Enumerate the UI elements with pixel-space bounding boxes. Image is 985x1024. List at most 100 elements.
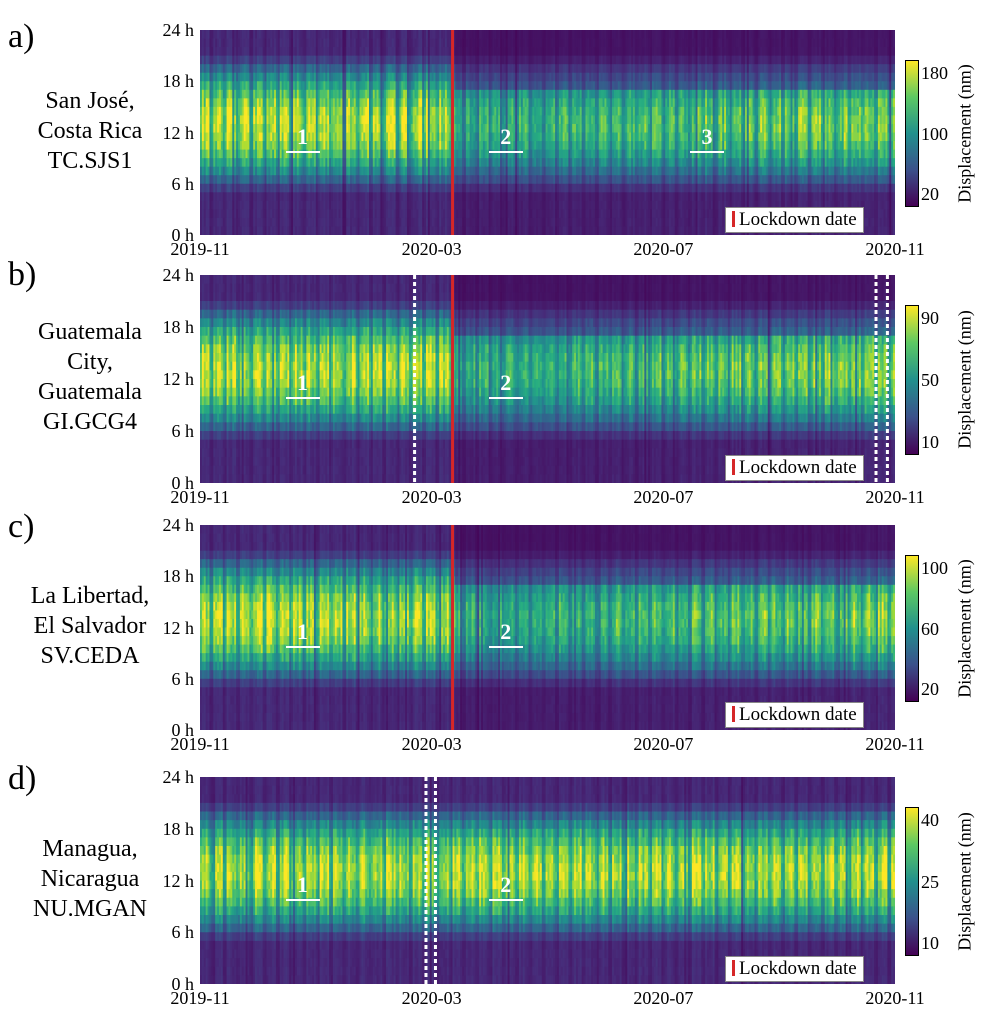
heatmap-cell: [572, 81, 575, 91]
heatmap-cell: [211, 175, 214, 185]
heatmap-cell: [359, 141, 362, 150]
heatmap-cell: [215, 209, 218, 219]
heatmap-cell: [245, 38, 248, 48]
heatmap-cell: [386, 217, 389, 227]
heatmap-cell: [319, 81, 322, 91]
heatmap-cell: [296, 47, 300, 57]
heatmap-cell: [481, 183, 484, 193]
heatmap-cell: [279, 55, 283, 65]
heatmap-cell: [226, 158, 229, 168]
heatmap-cell: [313, 81, 317, 91]
heatmap-cell: [283, 89, 286, 99]
heatmap-cell: [264, 200, 267, 210]
heatmap-cell: [370, 200, 374, 210]
heatmap-cell: [355, 38, 359, 48]
heatmap-cell: [587, 81, 590, 91]
heatmap-cell: [378, 81, 381, 91]
heatmap-cell: [361, 72, 364, 82]
heatmap-cell: [241, 115, 245, 125]
heatmap-cell: [323, 64, 326, 74]
heatmap-cell: [296, 123, 300, 133]
heatmap-cell: [323, 149, 326, 159]
heatmap-cell: [274, 81, 277, 91]
heatmap-cell: [294, 106, 298, 116]
heatmap-cell: [378, 149, 381, 159]
heatmap-cell: [243, 166, 246, 176]
heatmap-cell: [410, 115, 414, 125]
heatmap-cell: [558, 38, 562, 48]
heatmap-cell: [370, 217, 374, 227]
heatmap-cell: [310, 166, 313, 176]
heatmap-cell: [511, 81, 514, 91]
heatmap-cell: [456, 226, 459, 235]
heatmap-cell: [331, 106, 334, 116]
heatmap-cell: [308, 72, 311, 82]
heatmap-cell: [239, 89, 243, 99]
heatmap-cell: [498, 209, 501, 219]
heatmap-cell: [264, 217, 267, 227]
heatmap-cell: [422, 183, 425, 193]
heatmap-cell: [353, 217, 357, 227]
heatmap-cell: [475, 106, 478, 116]
heatmap-cell: [517, 226, 520, 235]
heatmap-cell: [281, 132, 284, 142]
heatmap-cell: [386, 81, 389, 91]
heatmap-cell: [494, 47, 497, 57]
heatmap-cell: [325, 64, 328, 74]
heatmap-cell: [249, 192, 252, 202]
heatmap-cell: [312, 226, 315, 235]
heatmap-cell: [258, 183, 262, 193]
heatmap-cell: [494, 217, 497, 227]
heatmap-cell: [389, 81, 393, 91]
heatmap-cell: [359, 72, 362, 82]
heatmap-cell: [420, 64, 423, 74]
heatmap-cell: [496, 81, 499, 91]
heatmap-cell: [363, 89, 366, 99]
heatmap-cell: [515, 123, 518, 133]
heatmap-cell: [370, 123, 374, 133]
heatmap-cell: [264, 55, 267, 65]
heatmap-cell: [507, 209, 510, 219]
heatmap-cell: [260, 226, 264, 235]
heatmap-cell: [389, 158, 393, 168]
heatmap-cell: [420, 123, 423, 133]
heatmap-cell: [293, 115, 296, 125]
heatmap-cell: [370, 72, 374, 82]
heatmap-cell: [545, 183, 548, 193]
heatmap-cell: [205, 55, 208, 65]
heatmap-cell: [336, 89, 340, 99]
heatmap-cell: [482, 200, 486, 210]
heatmap-cell: [412, 209, 415, 219]
heatmap-cell: [224, 200, 227, 210]
heatmap-cell: [277, 106, 281, 116]
heatmap-cell: [574, 30, 577, 39]
heatmap-cell: [350, 81, 353, 91]
heatmap-cell: [213, 115, 216, 125]
heatmap-cell: [574, 226, 577, 235]
heatmap-cell: [351, 89, 355, 99]
heatmap-cell: [372, 209, 376, 219]
heatmap-cell: [534, 89, 537, 99]
heatmap-cell: [211, 192, 214, 202]
heatmap-cell: [424, 98, 427, 108]
heatmap-cell: [357, 30, 360, 39]
heatmap-cell: [460, 106, 463, 116]
heatmap-cell: [258, 72, 262, 82]
heatmap-cell: [369, 158, 372, 168]
heatmap-cell: [234, 132, 237, 142]
heatmap-cell: [570, 192, 573, 202]
heatmap-cell: [355, 166, 359, 176]
heatmap-cell: [256, 175, 260, 185]
heatmap-cell: [511, 30, 514, 39]
heatmap-cell: [306, 38, 309, 48]
heatmap-cell: [484, 183, 488, 193]
heatmap-cell: [222, 98, 226, 108]
heatmap-cell: [486, 226, 490, 235]
heatmap-cell: [200, 209, 203, 219]
heatmap-cell: [477, 123, 480, 133]
heatmap-cell: [224, 81, 227, 91]
heatmap-cell: [460, 47, 463, 57]
heatmap-cell: [380, 217, 383, 227]
heatmap-cell: [319, 38, 322, 48]
heatmap-cell: [338, 30, 341, 39]
